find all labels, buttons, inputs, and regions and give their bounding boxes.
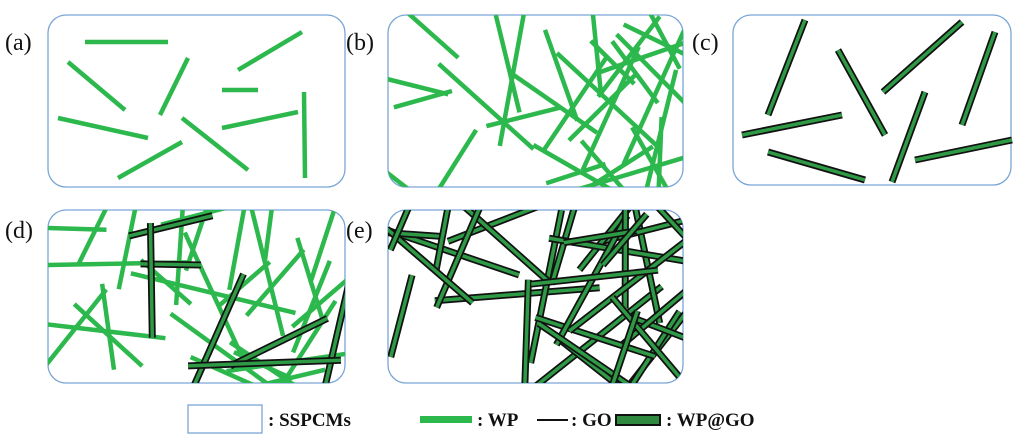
rod-group — [742, 20, 1012, 182]
rod — [160, 58, 188, 115]
rod — [21, 289, 106, 396]
rod — [742, 115, 842, 135]
rod — [79, 183, 119, 264]
rods — [8, 0, 1012, 436]
rod — [238, 32, 302, 70]
rod — [118, 142, 182, 178]
rod — [838, 50, 885, 135]
rod — [102, 284, 114, 370]
rod — [962, 32, 995, 125]
legend-label: : WP@GO — [666, 410, 755, 431]
rod — [646, 195, 693, 245]
panel-label: (b) — [346, 30, 374, 56]
rod-group — [58, 32, 305, 178]
page: (a) (b) (c) (d) (e) : SSPCMs : WP : GO :… — [0, 0, 1019, 436]
rod — [510, 72, 597, 133]
rod — [533, 145, 634, 203]
rod — [768, 152, 865, 180]
rod-group — [352, 0, 740, 233]
rod — [265, 168, 277, 260]
rod — [222, 112, 298, 128]
rod — [394, 91, 452, 107]
legend-label: : SSPCMs — [268, 410, 351, 431]
rod — [249, 200, 283, 336]
panel-label: (e) — [346, 218, 373, 244]
legend-label: : GO — [571, 410, 612, 431]
rod — [304, 92, 305, 178]
rod — [915, 140, 1012, 160]
panel-label: (c) — [692, 30, 719, 56]
rod — [119, 208, 136, 289]
rod — [310, 146, 355, 283]
rod — [58, 118, 148, 138]
panel-label: (a) — [5, 30, 32, 56]
rod — [150, 223, 152, 338]
legend-swatch — [616, 415, 660, 425]
rod — [229, 177, 250, 290]
rod — [883, 22, 962, 92]
legend-label: : WP — [477, 410, 519, 431]
legend-swatch — [188, 405, 262, 433]
rod — [391, 275, 412, 357]
rod — [374, 76, 449, 95]
rod — [612, 297, 718, 423]
rod-group — [8, 146, 394, 436]
rod — [363, 0, 459, 58]
rod — [892, 92, 925, 182]
rod — [8, 320, 165, 338]
figure: (a) (b) (c) (d) (e) : SSPCMs : WP : GO :… — [0, 0, 1019, 436]
rod — [68, 62, 125, 110]
panel-label: (d) — [5, 218, 33, 244]
legend-swatch — [420, 416, 472, 423]
rod-group — [337, 141, 719, 436]
rod — [768, 20, 805, 115]
